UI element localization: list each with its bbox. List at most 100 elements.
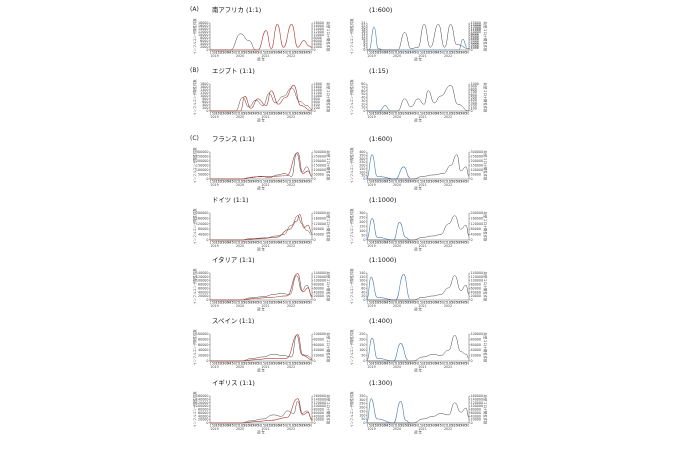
x-tick-label: 5 — [288, 362, 290, 366]
x-tick-label: 40 — [253, 180, 257, 184]
x-year-label: 2019 — [368, 115, 376, 119]
series-line-covid — [210, 401, 313, 424]
x-tick-label: 25 — [428, 241, 432, 245]
x-tick-label: 1 — [367, 180, 369, 184]
right-axis-label: 新型コロナ陽性件数 — [483, 212, 488, 242]
x-year-label: 2021 — [419, 244, 427, 248]
x-tick-label: 40 — [304, 51, 308, 55]
x-tick-label: 35 — [301, 112, 305, 116]
x-tick-label: 40 — [304, 241, 308, 245]
y-tick-label-right: 100000 — [314, 168, 327, 172]
left-axis-label: インフルエンザ陽性件数 — [192, 268, 197, 305]
y-tick-label-left: 0 — [363, 238, 365, 242]
y-tick-label-right: 4000 — [314, 42, 322, 46]
x-tick-label: 50 — [465, 241, 469, 245]
x-tick-label: 1 — [418, 180, 420, 184]
y-tick-label-right: 500 — [471, 96, 477, 100]
x-tick-label: 25 — [271, 301, 275, 305]
x-tick-label: 15 — [424, 362, 428, 366]
x-tick-label: 35 — [407, 51, 411, 55]
x-tick-label: 50 — [389, 301, 393, 305]
x-tick-label: 45 — [463, 424, 467, 428]
x-tick-label: 5 — [288, 51, 290, 55]
series-line-covid — [210, 33, 256, 51]
y-tick-label-right: 300 — [471, 101, 477, 105]
y-tick-label-right: 20000 — [314, 294, 325, 298]
x-tick-label: 50 — [465, 180, 469, 184]
y-tick-label-right: 11000 — [471, 28, 482, 32]
left-axis-label: インフルエンザ陽性件数 — [192, 147, 197, 184]
y-tick-label-left: 16000 — [198, 24, 209, 28]
x-tick-label: 30 — [222, 241, 226, 245]
x-tick-label: 30 — [299, 301, 303, 305]
x-tick-label: 15 — [373, 180, 377, 184]
x-tick-label: 1 — [418, 424, 420, 428]
x-tick-label: 35 — [458, 180, 462, 184]
y-tick-label-left: 80000 — [198, 337, 209, 341]
x-tick-label: 25 — [454, 51, 458, 55]
y-tick-label-left: 0 — [206, 359, 208, 363]
chart-panel-7: (1:1000)05010015020025030004000080000120… — [349, 196, 488, 252]
left-axis-label: インフルエンザ陽性件数 — [349, 391, 354, 428]
x-tick-label: 5 — [394, 51, 396, 55]
x-tick-label: 35 — [382, 424, 386, 428]
x-tick-label: 15 — [216, 241, 220, 245]
x-tick-label: 20 — [269, 51, 273, 55]
x-tick-label: 50 — [389, 241, 393, 245]
y-tick-label-left: 4 — [363, 44, 365, 48]
y-tick-label-left: 200 — [359, 337, 365, 341]
y-tick-label-left: 800 — [202, 97, 208, 101]
x-tick-label: 45 — [229, 362, 233, 366]
x-tick-label: 40 — [461, 424, 465, 428]
x-tick-label: 20 — [218, 241, 222, 245]
x-year-label: 2022 — [287, 183, 295, 187]
x-tick-label: 40 — [227, 112, 231, 116]
y-tick-label-right: 160000 — [314, 394, 327, 398]
y-tick-label-right: 40000 — [314, 290, 325, 294]
x-tick-label: 35 — [225, 362, 229, 366]
right-axis-label: 新型コロナ陽性件数 — [483, 395, 488, 425]
x-tick-label: 50 — [257, 424, 261, 428]
x-tick-label: 10 — [370, 51, 374, 55]
y-tick-label-right: 250000 — [471, 155, 484, 159]
x-axis-label: 週 年 — [257, 307, 265, 312]
y-tick-label-left: 24 — [361, 21, 365, 25]
x-tick-label: 30 — [222, 362, 226, 366]
x-tick-label: 30 — [248, 51, 252, 55]
x-tick-label: 10 — [213, 301, 217, 305]
x-tick-label: 5 — [369, 301, 371, 305]
x-tick-label: 10 — [239, 362, 243, 366]
x-tick-label: 15 — [449, 180, 453, 184]
x-tick-label: 25 — [403, 51, 407, 55]
x-tick-label: 50 — [283, 362, 287, 366]
x-year-label: 2022 — [444, 183, 452, 187]
x-tick-label: 1 — [392, 301, 394, 305]
x-tick-label: 15 — [216, 51, 220, 55]
x-tick-label: 25 — [246, 180, 250, 184]
chart-title: (1:1000) — [369, 196, 396, 204]
x-tick-label: 35 — [225, 112, 229, 116]
x-tick-label: 10 — [290, 424, 294, 428]
chart-title: イギリス (1:1) — [212, 379, 255, 387]
x-tick-label: 10 — [447, 424, 451, 428]
x-tick-label: 50 — [308, 180, 312, 184]
y-tick-label-right: 120000 — [471, 222, 484, 226]
y-tick-label-right: 1400 — [314, 88, 322, 92]
x-tick-label: 30 — [222, 51, 226, 55]
section-label-2: (C) — [190, 135, 199, 142]
x-tick-label: 50 — [440, 112, 444, 116]
y-tick-label-left: 60 — [361, 286, 365, 290]
x-tick-label: 10 — [213, 51, 217, 55]
y-tick-label-right: 160000 — [471, 394, 484, 398]
x-tick-label: 50 — [308, 51, 312, 55]
x-tick-label: 15 — [424, 180, 428, 184]
x-tick-label: 30 — [379, 362, 383, 366]
x-tick-label: 20 — [400, 180, 404, 184]
y-tick-label-right: 80000 — [314, 283, 325, 287]
x-axis-label: 週 年 — [257, 186, 265, 191]
chart-title: フランス (1:1) — [212, 135, 255, 143]
x-tick-label: 1 — [367, 362, 369, 366]
x-tick-label: 35 — [407, 424, 411, 428]
right-axis-label: 新型コロナ陽性件数 — [483, 22, 488, 52]
